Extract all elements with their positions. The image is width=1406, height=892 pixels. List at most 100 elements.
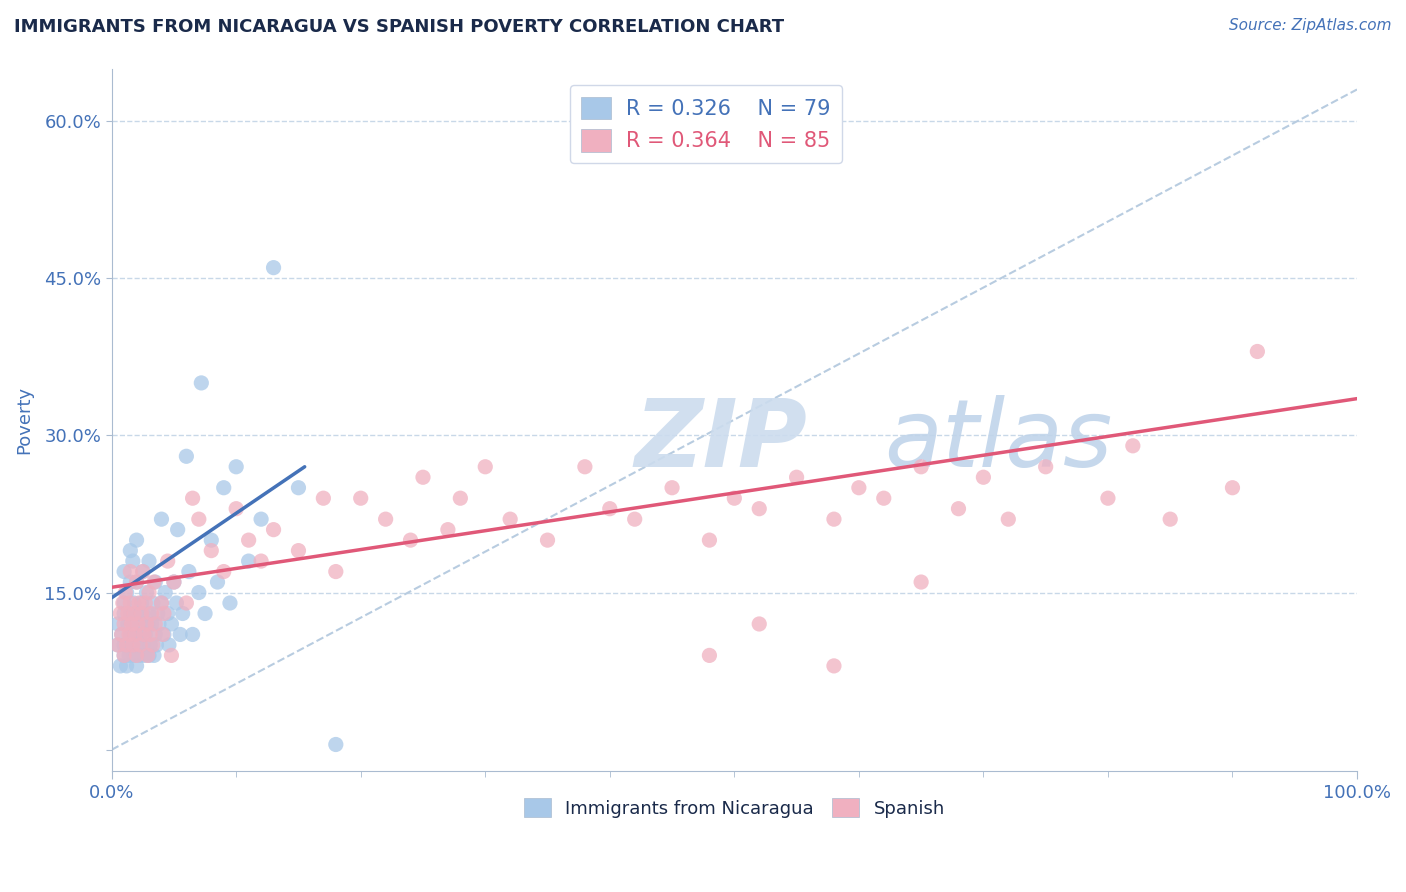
- Point: [122, 648, 145, 663]
- Point: [129, 627, 152, 641]
- Point: [127, 617, 149, 632]
- Point: [152, 627, 174, 641]
- Point: [169, 627, 191, 641]
- Point: [156, 554, 179, 568]
- Point: [125, 648, 148, 663]
- Point: [325, 565, 347, 579]
- Point: [112, 607, 135, 621]
- Point: [120, 565, 142, 579]
- Point: [132, 565, 155, 579]
- Point: [142, 638, 165, 652]
- Point: [574, 459, 596, 474]
- Point: [121, 617, 143, 632]
- Point: [122, 596, 145, 610]
- Point: [399, 533, 422, 548]
- Point: [412, 470, 434, 484]
- Point: [124, 627, 146, 641]
- Point: [110, 627, 132, 641]
- Point: [143, 617, 166, 632]
- Point: [138, 648, 160, 663]
- Point: [138, 554, 160, 568]
- Point: [325, 738, 347, 752]
- Point: [153, 627, 176, 641]
- Point: [194, 607, 217, 621]
- Point: [120, 607, 142, 621]
- Point: [125, 575, 148, 590]
- Point: [121, 617, 143, 632]
- Point: [176, 450, 198, 464]
- Point: [129, 638, 152, 652]
- Legend: Immigrants from Nicaragua, Spanish: Immigrants from Nicaragua, Spanish: [516, 791, 952, 825]
- Point: [115, 585, 138, 599]
- Point: [786, 470, 808, 484]
- Point: [115, 659, 138, 673]
- Point: [699, 533, 721, 548]
- Point: [132, 607, 155, 621]
- Point: [143, 648, 166, 663]
- Point: [187, 512, 209, 526]
- Point: [263, 523, 285, 537]
- Point: [145, 638, 167, 652]
- Text: ZIP: ZIP: [634, 394, 807, 487]
- Point: [135, 617, 157, 632]
- Point: [172, 607, 194, 621]
- Point: [181, 627, 204, 641]
- Point: [125, 607, 148, 621]
- Point: [150, 596, 173, 610]
- Point: [250, 512, 273, 526]
- Point: [1097, 491, 1119, 506]
- Point: [125, 533, 148, 548]
- Point: [112, 565, 135, 579]
- Point: [176, 596, 198, 610]
- Point: [219, 596, 242, 610]
- Point: [120, 596, 142, 610]
- Point: [132, 565, 155, 579]
- Y-axis label: Poverty: Poverty: [15, 385, 32, 454]
- Point: [873, 491, 896, 506]
- Point: [128, 617, 150, 632]
- Point: [350, 491, 373, 506]
- Point: [190, 376, 212, 390]
- Point: [117, 617, 139, 632]
- Point: [160, 648, 183, 663]
- Point: [139, 627, 162, 641]
- Point: [150, 512, 173, 526]
- Point: [121, 554, 143, 568]
- Point: [623, 512, 645, 526]
- Point: [136, 648, 159, 663]
- Point: [187, 585, 209, 599]
- Point: [120, 627, 142, 641]
- Point: [128, 596, 150, 610]
- Point: [112, 648, 135, 663]
- Point: [163, 575, 186, 590]
- Point: [146, 607, 169, 621]
- Point: [212, 565, 235, 579]
- Point: [166, 523, 188, 537]
- Point: [121, 638, 143, 652]
- Point: [1122, 439, 1144, 453]
- Point: [112, 648, 135, 663]
- Point: [449, 491, 471, 506]
- Point: [118, 627, 141, 641]
- Point: [134, 627, 156, 641]
- Point: [112, 638, 135, 652]
- Point: [823, 512, 845, 526]
- Point: [135, 585, 157, 599]
- Point: [160, 617, 183, 632]
- Point: [143, 575, 166, 590]
- Point: [107, 638, 129, 652]
- Point: [177, 565, 200, 579]
- Point: [536, 533, 558, 548]
- Point: [848, 481, 870, 495]
- Point: [823, 659, 845, 673]
- Point: [200, 543, 222, 558]
- Point: [112, 596, 135, 610]
- Point: [156, 607, 179, 621]
- Point: [153, 607, 176, 621]
- Point: [163, 575, 186, 590]
- Point: [131, 607, 153, 621]
- Point: [134, 596, 156, 610]
- Point: [748, 617, 770, 632]
- Point: [910, 575, 932, 590]
- Point: [111, 596, 134, 610]
